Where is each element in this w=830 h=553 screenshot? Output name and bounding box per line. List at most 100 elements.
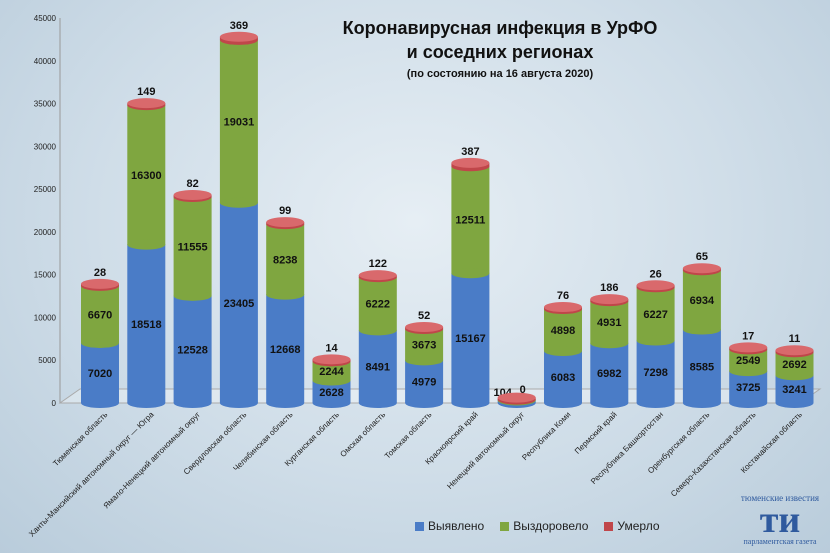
data-label: 12511 (455, 215, 485, 227)
bar-segment (312, 361, 351, 381)
bar-segment (729, 371, 768, 403)
bar-segment-base (636, 398, 675, 408)
data-label: 18518 (131, 319, 162, 331)
data-label: 12668 (270, 344, 301, 356)
y-tick-label: 5000 (38, 356, 56, 365)
bar-segment-base (266, 289, 305, 300)
data-label: 26 (649, 268, 661, 280)
x-tick-label: Томская область (383, 410, 434, 461)
data-label: 3241 (782, 384, 806, 396)
y-tick-label: 0 (52, 399, 57, 408)
bar-segment (636, 340, 675, 403)
bar-segment-base (219, 398, 258, 408)
x-tick-label: Ненецкий автономный округ (445, 410, 526, 491)
bar-segment-base (127, 239, 166, 250)
bar-segment (775, 352, 814, 376)
data-label: 76 (557, 290, 569, 302)
bar-segment (682, 270, 721, 330)
y-tick-label: 10000 (34, 313, 57, 322)
data-label: 4898 (551, 325, 575, 337)
data-label: 6227 (643, 309, 667, 321)
bar-segment (219, 202, 258, 403)
data-label: 2692 (782, 359, 806, 371)
legend-label: Выявлено (428, 519, 485, 533)
bar-top (497, 392, 536, 403)
bar-segment (405, 360, 444, 403)
data-label: 17 (742, 330, 754, 342)
bar-top (590, 294, 629, 305)
bar-top (544, 302, 582, 313)
legend-label: Умерло (617, 519, 660, 533)
data-label: 15167 (455, 333, 486, 345)
y-tick-label: 45000 (34, 14, 57, 23)
y-tick-label: 25000 (34, 185, 57, 194)
bar-top (81, 278, 119, 289)
y-tick-label: 15000 (34, 271, 57, 280)
y-tick-label: 30000 (34, 142, 57, 151)
bar-segment-base (729, 398, 768, 408)
data-label: 6670 (88, 309, 112, 321)
data-label: 2244 (319, 366, 344, 378)
bar-segment-base (266, 398, 305, 408)
data-label: 6083 (551, 372, 575, 384)
bar-segment-base (451, 268, 490, 279)
chart-title-line2: и соседних регионах (406, 42, 594, 62)
y-tick-label: 35000 (34, 100, 57, 109)
x-tick-label: Северо-Казахстанская область (669, 410, 758, 499)
bar-segment-base (775, 370, 814, 381)
data-label: 122 (369, 258, 387, 270)
bar-segment-base (590, 398, 629, 408)
data-label: 2549 (736, 355, 760, 367)
logo-mark: ти (759, 499, 801, 541)
data-label: 3673 (412, 340, 436, 352)
data-label: 3725 (736, 382, 760, 394)
bar-segment (173, 295, 212, 403)
bar-segment (590, 343, 629, 403)
bar-segment-base (682, 398, 721, 408)
bar-segment (682, 329, 721, 403)
bar-segment (266, 294, 305, 403)
data-label: 4979 (412, 377, 436, 389)
chart-title: Коронавирусная инфекция в УрФО (342, 18, 658, 38)
bar-segment-base (81, 337, 119, 348)
data-label: 12528 (177, 344, 208, 356)
bar-top (312, 354, 351, 365)
bar-top (405, 321, 444, 332)
bar-top (729, 342, 768, 353)
data-label: 6222 (366, 299, 390, 311)
bar-segment (81, 342, 119, 403)
data-label: 28 (94, 267, 106, 279)
bar-segment (544, 350, 582, 403)
data-label: 14 (325, 342, 338, 354)
data-label: 19031 (224, 116, 255, 128)
legend: Выявлено Выздоровело Умерло (415, 519, 660, 533)
bar-segment (219, 39, 258, 203)
bar-segment-base (173, 290, 212, 301)
bar-top (682, 263, 721, 274)
bar-segment-base (544, 398, 582, 408)
data-label: 2628 (319, 387, 343, 399)
data-label: 52 (418, 310, 430, 322)
bar-top (219, 31, 258, 42)
bar-top (266, 217, 305, 228)
data-label: 6934 (690, 295, 715, 307)
bar-segment-base (358, 398, 397, 408)
bar-segment-base (173, 398, 212, 408)
data-label: 11555 (178, 241, 208, 253)
data-label: 8585 (690, 361, 714, 373)
bar-segment-base (682, 324, 721, 335)
data-label: 6982 (597, 368, 621, 380)
x-tick-label: Ямало-Ненецкий автономный округ (102, 410, 202, 510)
bar-segment (405, 328, 444, 361)
x-tick-label: Пермский край (573, 410, 619, 456)
x-tick-label: Республика Коми (520, 410, 572, 462)
data-label: 387 (461, 146, 479, 158)
bar-top (775, 345, 814, 356)
bar-segment (451, 273, 490, 403)
legend-item-identified: Выявлено (415, 519, 484, 533)
bar-segment (451, 166, 490, 274)
bar-segment (81, 285, 119, 343)
bar-top (173, 189, 212, 200)
data-label: 16300 (131, 170, 162, 182)
